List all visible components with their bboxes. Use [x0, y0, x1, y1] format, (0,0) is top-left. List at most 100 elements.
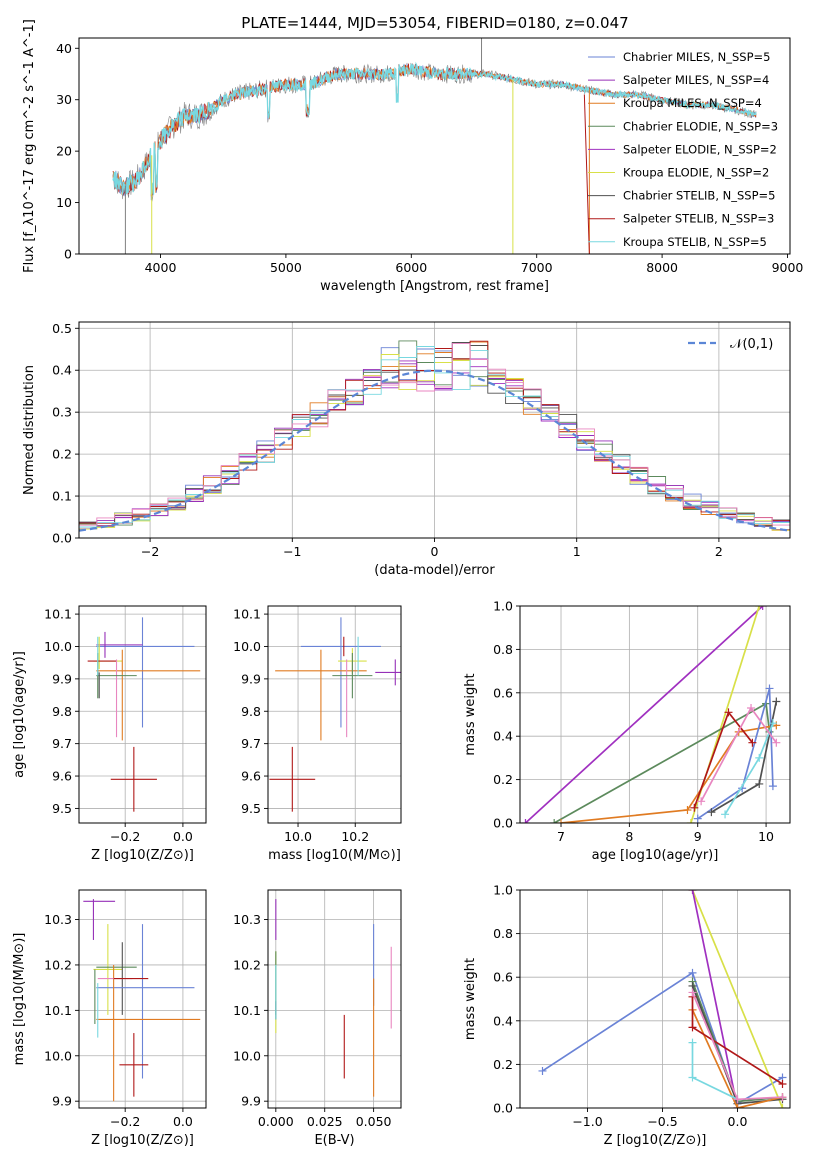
weight-line	[697, 688, 774, 820]
y-tick-label: 10	[56, 195, 72, 210]
y-axis-label: mass weight	[463, 958, 478, 1040]
histogram-series	[79, 343, 790, 538]
weight-marker	[688, 988, 697, 997]
x-tick-label: 10.0	[284, 829, 312, 844]
weight-marker	[690, 803, 699, 812]
x-tick-label: −0.2	[110, 829, 140, 844]
weight-marker	[707, 808, 716, 817]
y-axis-label: Normed distribution	[22, 365, 37, 495]
weight-marker	[778, 1080, 787, 1089]
y-tick-label: 0	[64, 247, 72, 262]
y-tick-label: 10.3	[233, 912, 261, 927]
weight-line	[542, 971, 783, 1105]
y-tick-label: 9.6	[52, 769, 72, 784]
weight-marker	[688, 1023, 697, 1032]
weight-marker	[557, 819, 566, 823]
legend-label: Salpeter STELIB, N_SSP=3	[623, 212, 774, 226]
plot-area	[83, 899, 201, 1102]
x-tick-label: 4000	[145, 260, 177, 275]
spectrum-line	[112, 61, 757, 195]
x-tick-label: 0.0	[173, 829, 193, 844]
x-tick-label: 7000	[521, 260, 553, 275]
x-tick-label: −1	[283, 544, 301, 559]
y-tick-label: 9.9	[52, 671, 72, 686]
chart-age-weight: 7 8 9 10 0.0 0.2 0.4 0.6 0.8 1.0 age [log10(age/yr…	[463, 599, 791, 863]
weight-marker	[747, 703, 756, 712]
chart-mass-age: 10.0 10.2 9.5 9.6 9.7 9.8 9.9 10.0 10.1 mass [log…	[233, 605, 402, 863]
plot-frame	[267, 889, 402, 1109]
y-tick-label: 9.9	[241, 671, 261, 686]
y-axis-label: Flux [f_λ10^-17 erg cm^-2 s^-1 A^-1]	[22, 19, 37, 273]
x-tick-label: 10	[758, 829, 774, 844]
y-tick-label: 9.5	[241, 801, 261, 816]
x-tick-label: 8000	[646, 260, 678, 275]
y-tick-label: 0.2	[493, 772, 513, 787]
x-tick-label: 0.000	[258, 1114, 294, 1129]
y-tick-label: 9.6	[241, 769, 261, 784]
y-tick-label: 20	[56, 144, 72, 159]
chart-residuals: −2 −1 0 1 2 0.0 0.1 0.2 0.3 0.4 0.5 (data-model)/er…	[22, 321, 791, 578]
y-tick-label: 0.0	[493, 816, 513, 831]
weight-line	[691, 890, 784, 1108]
weight-marker	[748, 738, 757, 747]
legend-label: 𝒩(0,1)	[730, 337, 773, 352]
y-tick-label: 0.8	[493, 926, 513, 941]
plot-area	[87, 617, 201, 812]
x-tick-label: 0.050	[356, 1114, 392, 1129]
x-tick-label: 7	[557, 829, 565, 844]
weight-marker	[758, 606, 767, 610]
y-tick-label: 0.0	[52, 531, 72, 546]
x-axis-label: age [log10(age/yr)]	[592, 848, 719, 863]
weight-marker	[733, 1104, 742, 1108]
y-tick-label: 0.4	[493, 729, 513, 744]
weight-marker	[724, 708, 733, 717]
y-axis-label: mass [log10(M/M⊙)]	[12, 933, 27, 1066]
legend-label: Chabrier STELIB, N_SSP=5	[623, 189, 775, 203]
plot-frame	[267, 605, 402, 824]
legend-label: Chabrier ELODIE, N_SSP=3	[623, 119, 778, 133]
weight-marker	[721, 810, 730, 819]
y-tick-label: 1.0	[493, 599, 513, 614]
weight-marker	[768, 719, 777, 728]
y-tick-label: 0.3	[52, 405, 72, 420]
weight-marker	[688, 1073, 697, 1082]
plot-area	[275, 899, 392, 1097]
y-tick-label: 10.0	[44, 639, 72, 654]
weight-line	[710, 701, 778, 813]
x-tick-label: 8	[625, 829, 633, 844]
y-tick-label: 0.2	[493, 1057, 513, 1072]
y-tick-label: 0.4	[493, 1013, 513, 1028]
x-axis-label: mass [log10(M/M⊙)]	[268, 848, 401, 863]
y-tick-label: 0.6	[493, 685, 513, 700]
y-tick-label: 10.1	[233, 1003, 261, 1018]
x-tick-label: −2	[141, 544, 159, 559]
y-tick-label: 9.5	[52, 801, 72, 816]
x-axis-label: wavelength [Angstrom, rest frame]	[320, 279, 549, 294]
y-tick-label: 10.0	[44, 1048, 72, 1063]
weight-marker	[778, 1093, 787, 1102]
x-axis-label: Z [log10(Z/Z⊙)]	[91, 848, 194, 863]
x-axis-label: Z [log10(Z/Z⊙)]	[604, 1133, 707, 1148]
weight-marker	[755, 753, 764, 762]
chart-ebv-mass: 0.000 0.025 0.050 9.9 10.0 10.1 10.2 10.3 E(B-V)	[233, 889, 402, 1148]
gaussian-curve	[79, 369, 790, 532]
plot-area	[79, 340, 790, 538]
y-tick-label: 0.0	[493, 1101, 513, 1116]
weight-marker	[693, 814, 702, 823]
plot-area	[538, 890, 787, 1108]
weight-marker	[538, 1066, 547, 1075]
y-tick-label: 40	[56, 41, 72, 56]
weight-marker	[688, 968, 697, 977]
plot-frame	[519, 605, 791, 824]
weight-marker	[521, 819, 530, 823]
weight-marker	[733, 1095, 742, 1104]
x-tick-label: 9000	[772, 260, 804, 275]
y-tick-label: 0.2	[52, 447, 72, 462]
legend-label: Salpeter ELODIE, N_SSP=2	[623, 142, 777, 156]
x-axis-label: (data-model)/error	[374, 563, 495, 578]
weight-line	[524, 606, 764, 823]
plot-area	[112, 38, 757, 254]
x-tick-label: −0.2	[110, 1114, 140, 1129]
plot-frame	[78, 889, 207, 1109]
